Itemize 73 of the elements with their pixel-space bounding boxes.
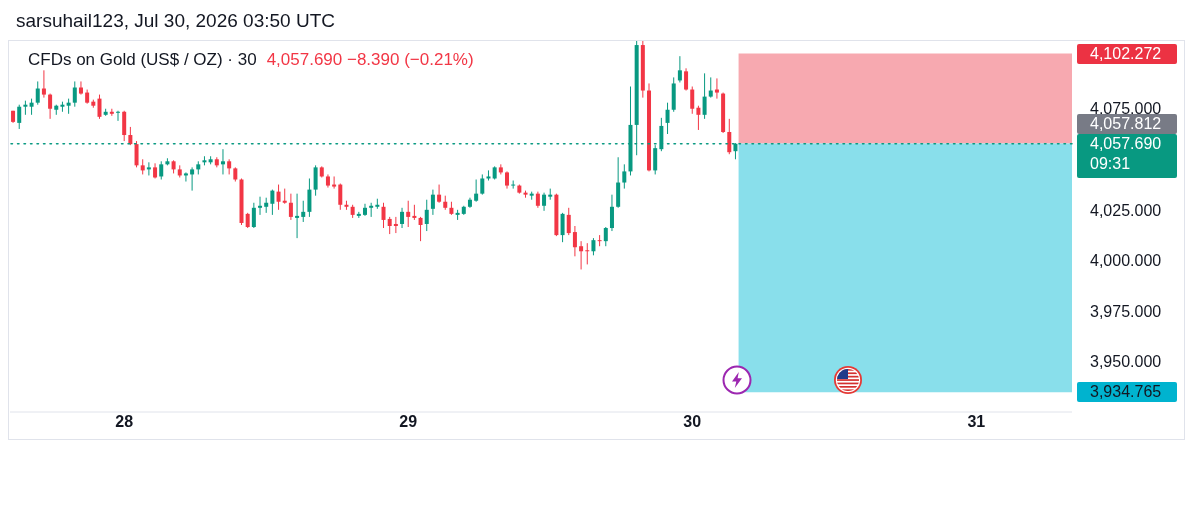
candlestick	[597, 234, 602, 247]
candlestick	[665, 102, 670, 135]
candlestick	[251, 202, 256, 229]
candlestick	[332, 175, 337, 190]
candlestick	[572, 225, 577, 257]
price-tag: 4,102.272	[1077, 43, 1177, 64]
candlestick	[579, 240, 584, 270]
candlestick	[684, 67, 689, 92]
candlestick	[78, 80, 83, 96]
candlestick	[41, 69, 46, 99]
text: CFDs on Gold (US$ / OZ) · 30	[28, 50, 257, 70]
y-tick-label: 4,000.000	[1090, 252, 1162, 270]
candlestick	[622, 163, 627, 190]
candlestick	[307, 177, 312, 218]
price-tag: 4,057.690 09:31	[1077, 133, 1177, 178]
candlestick	[295, 193, 300, 239]
ref-line-label: 4,057.690	[1090, 133, 1163, 154]
x-tick-label: 28	[115, 413, 134, 431]
candlestick	[190, 166, 195, 192]
candlestick	[48, 93, 53, 120]
candlestick	[424, 199, 429, 232]
candlestick	[566, 207, 571, 236]
candlestick	[702, 72, 707, 120]
candlestick	[708, 76, 713, 99]
y-tick-label: 3,950.000	[1090, 353, 1162, 371]
candlestick	[301, 200, 306, 223]
candlestick	[183, 171, 188, 183]
candlestick	[128, 126, 133, 146]
candlestick	[393, 216, 398, 234]
y-tick-label: 3,975.000	[1090, 302, 1162, 320]
candlestick	[542, 192, 547, 212]
candlestick	[72, 80, 77, 108]
candlestick	[474, 179, 479, 203]
candlestick	[17, 104, 22, 130]
candlestick	[480, 173, 485, 196]
candlestick	[714, 77, 719, 100]
candlestick	[288, 193, 293, 221]
x-tick-label: 29	[399, 413, 418, 431]
candlestick	[437, 184, 442, 204]
candlestick	[690, 86, 695, 115]
candlestick	[258, 196, 263, 216]
candlestick	[35, 80, 40, 106]
candlestick	[418, 216, 423, 242]
candlestick	[677, 55, 682, 83]
y-tick-label: 4,025.000	[1090, 201, 1162, 219]
candlestick	[134, 140, 139, 168]
x-tick-label: 31	[967, 413, 986, 431]
text: 4,057.690 −8.390 (−0.21%)	[266, 50, 474, 70]
candlestick	[430, 189, 435, 216]
price-tag: 4,057.812	[1077, 113, 1177, 134]
candlestick	[159, 160, 164, 180]
candlestick	[146, 161, 151, 176]
candlestick	[406, 200, 411, 228]
candlestick	[313, 164, 318, 197]
candlestick	[603, 226, 608, 247]
candlestick	[609, 194, 614, 232]
price-tag: 3,934.765	[1077, 382, 1177, 403]
candlestick	[122, 110, 127, 142]
x-tick-label: 30	[683, 413, 702, 431]
text: sarsuhail123, Jul 30, 2026 03:50 UTC	[16, 9, 335, 33]
candlestick	[560, 212, 565, 243]
candlestick	[381, 202, 386, 229]
candlestick	[97, 94, 102, 120]
candlestick	[338, 183, 343, 211]
candlestick	[585, 242, 590, 265]
candlestick	[696, 105, 701, 131]
candlestick	[276, 184, 281, 211]
candlestick	[486, 169, 491, 182]
candlestick	[270, 189, 275, 216]
candlestick	[400, 207, 405, 229]
candlestick	[727, 118, 732, 155]
candlestick	[116, 110, 121, 122]
candlestick	[220, 148, 225, 175]
